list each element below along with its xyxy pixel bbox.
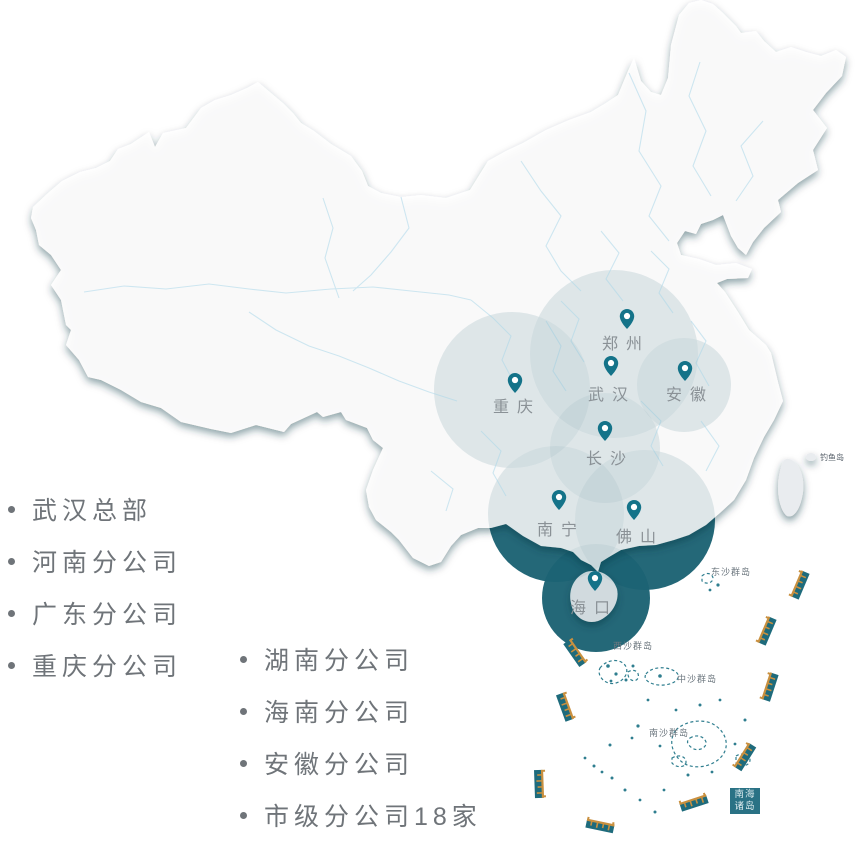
nansha-islands-3 bbox=[671, 755, 687, 768]
nine-dash-segment bbox=[554, 690, 577, 723]
nine-dash-segment bbox=[754, 614, 778, 647]
xisha-label: 西沙群岛 bbox=[612, 641, 654, 651]
list-item-label: 市级分公司18家 bbox=[264, 803, 482, 831]
city-label-haikou: 海口 bbox=[569, 600, 619, 617]
list-item: 市级分公司18家 bbox=[240, 800, 482, 831]
china-landmass bbox=[31, 0, 846, 622]
list-item-label: 安徽分公司 bbox=[264, 751, 415, 779]
province-borders bbox=[83, 61, 764, 512]
list-item-label: 武汉总部 bbox=[32, 497, 153, 525]
bullet-icon bbox=[8, 505, 15, 513]
bullet-icon bbox=[8, 661, 15, 669]
island-dots bbox=[583, 583, 747, 814]
city-label-changsha: 长沙 bbox=[585, 451, 635, 468]
mainland-shape bbox=[31, 0, 846, 572]
hainan-island bbox=[570, 571, 618, 622]
city-label-chongqing: 重庆 bbox=[492, 399, 542, 416]
xisha-islands bbox=[598, 659, 628, 685]
city-label-nanning: 南宁 bbox=[536, 522, 586, 539]
nanhai-zhudao-box: 南海诸岛 bbox=[730, 788, 760, 814]
dongsha-islands bbox=[701, 572, 714, 584]
dongsha-label: 东沙群岛 bbox=[710, 567, 752, 577]
city-label-wuhan: 武汉 bbox=[587, 387, 637, 404]
bullet-icon bbox=[240, 707, 247, 715]
list-item: 河南分公司 bbox=[8, 546, 183, 577]
city-label-anhui: 安徽 bbox=[665, 387, 715, 404]
nansha-label: 南沙群岛 bbox=[648, 728, 690, 738]
bullet-icon bbox=[240, 759, 247, 767]
nine-dash-segment bbox=[677, 791, 710, 813]
list-item: 海南分公司 bbox=[240, 696, 482, 727]
xisha-islands-2 bbox=[627, 669, 639, 682]
list-item-label: 广东分公司 bbox=[32, 601, 183, 629]
bullet-icon bbox=[8, 557, 15, 565]
list-item: 广东分公司 bbox=[8, 598, 183, 629]
list-item-label: 湖南分公司 bbox=[264, 647, 415, 675]
nansha-islands-2 bbox=[686, 735, 707, 751]
nine-dash-segment bbox=[532, 768, 548, 800]
nine-dash-segment bbox=[758, 670, 780, 703]
branch-list-right: 湖南分公司 海南分公司 安徽分公司 市级分公司18家 bbox=[240, 644, 482, 842]
list-item: 湖南分公司 bbox=[240, 644, 482, 675]
diaoyu-islet bbox=[806, 453, 816, 461]
list-item: 武汉总部 bbox=[8, 494, 182, 525]
south-china-sea-islands bbox=[532, 568, 811, 835]
coverage-circles-overlay bbox=[434, 270, 731, 652]
nine-dash-segment bbox=[730, 740, 758, 773]
list-item-label: 重庆分公司 bbox=[32, 653, 183, 681]
bullet-icon bbox=[8, 609, 15, 617]
list-item: 安徽分公司 bbox=[240, 748, 482, 779]
nansha-islands bbox=[671, 720, 727, 768]
city-label-foshan: 佛山 bbox=[615, 529, 665, 546]
list-item: 重庆分公司 bbox=[8, 650, 183, 681]
branch-list-left: 武汉总部 河南分公司 广东分公司 重庆分公司 bbox=[8, 494, 182, 702]
bullet-icon bbox=[240, 655, 247, 663]
zhongsha-label: 中沙群岛 bbox=[676, 674, 718, 684]
nine-dash-segment bbox=[787, 568, 811, 601]
nine-dash-segment bbox=[584, 815, 617, 835]
bullet-icon bbox=[240, 811, 247, 819]
list-item-label: 海南分公司 bbox=[264, 699, 415, 727]
diaoyu-label: 钓鱼岛 bbox=[820, 453, 844, 462]
city-label-zhengzhou: 郑州 bbox=[601, 336, 651, 353]
taiwan-island bbox=[777, 458, 804, 517]
list-item-label: 河南分公司 bbox=[32, 549, 183, 577]
